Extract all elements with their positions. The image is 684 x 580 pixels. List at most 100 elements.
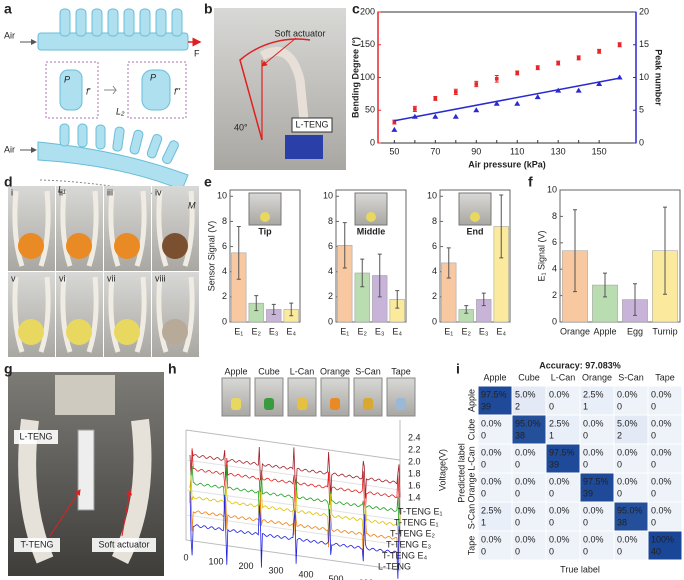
cell-count: 0	[515, 488, 520, 498]
annotation: L-TENG	[295, 119, 328, 129]
cell-count: 0	[549, 517, 554, 527]
cell-count: 0	[549, 401, 554, 411]
error-bar	[254, 295, 259, 312]
trace-label: L-TENG	[378, 561, 411, 571]
y2-tick-label: 15	[639, 39, 649, 49]
photo-label: ii	[59, 187, 63, 197]
object	[114, 319, 140, 345]
panel-label: g	[4, 361, 13, 377]
cell-percent: 0.0%	[617, 534, 638, 544]
cell-count: 38	[515, 430, 525, 440]
trace-label: T-TENG E₃	[386, 539, 432, 549]
column-label: Orange	[582, 372, 612, 382]
cell-count: 0	[617, 546, 622, 556]
column-label: L-Can	[551, 372, 576, 382]
inset-object	[260, 212, 270, 222]
matrix-cell	[613, 472, 649, 503]
cell-count: 0	[515, 459, 520, 469]
x-tick-label: E₂	[462, 326, 472, 336]
annotation: L-TENG	[19, 431, 52, 441]
gripper	[12, 190, 51, 267]
error-bar	[603, 272, 607, 298]
object-label: Apple	[224, 366, 247, 376]
y-tick-label: 0	[552, 316, 557, 326]
cell-count: 0	[583, 459, 588, 469]
cell-percent: 95.0%	[617, 505, 643, 515]
object	[18, 319, 44, 345]
x-tick-label: E₄	[392, 326, 402, 336]
x-tick-label: 100	[208, 557, 223, 567]
row-label: Apple	[466, 389, 476, 412]
gripper	[156, 276, 195, 353]
label-box	[291, 117, 333, 133]
z-tick-label: 1.8	[408, 468, 421, 478]
cell-count: 0	[481, 546, 486, 556]
y-tick-label: 10	[547, 184, 557, 194]
matrix-cell	[511, 530, 547, 561]
cell-percent: 0.0%	[617, 447, 638, 457]
cell-percent: 0.0%	[481, 447, 502, 457]
x-tick-label: Orange	[560, 326, 590, 336]
error-bar	[289, 302, 294, 317]
matrix-cell	[545, 414, 581, 445]
y-tick-label: 50	[365, 105, 375, 115]
inset-object	[366, 212, 376, 222]
gripper	[60, 190, 99, 267]
diagram-label: P	[150, 72, 156, 82]
y-tick-label: 4	[552, 264, 557, 274]
y-tick-label: 10	[217, 191, 227, 201]
point	[617, 42, 622, 47]
plot-frame	[559, 189, 681, 323]
column-label: Tape	[655, 372, 675, 382]
point	[391, 126, 398, 132]
x-tick-label: E₄	[286, 326, 296, 336]
y-tick-label: 2	[432, 291, 437, 301]
y-tick-label: 0	[370, 137, 375, 147]
arrow	[121, 489, 133, 537]
matrix-cell	[647, 472, 683, 503]
y2-tick-label: 20	[639, 6, 649, 16]
x-tick-label: E₃	[269, 326, 279, 336]
x-tick-label: Apple	[593, 326, 616, 336]
label-box	[14, 430, 58, 444]
trace-label: T-TENG E₂	[390, 528, 436, 538]
y-tick-label: 6	[432, 241, 437, 251]
panel-label: i	[456, 361, 460, 377]
z-axis-label: Voltage(V)	[437, 449, 447, 491]
plot-frame	[229, 189, 301, 323]
point	[596, 81, 603, 87]
y-tick-label: 0	[328, 316, 333, 326]
trace	[189, 491, 401, 579]
column-label: Apple	[483, 372, 506, 382]
matrix-cell	[613, 530, 649, 561]
x-tick-label: E₄	[496, 326, 506, 336]
x-tick-label: 300	[268, 565, 283, 575]
cell-percent: 0.0%	[515, 534, 536, 544]
object	[231, 398, 241, 410]
cell-percent: 0.0%	[617, 389, 638, 399]
cell-count: 1	[481, 517, 486, 527]
photos-d	[8, 186, 199, 357]
cell-percent: 95.0%	[515, 418, 541, 428]
annotation: T-TENG	[21, 539, 54, 549]
cell-percent: 0.0%	[583, 505, 604, 515]
point	[514, 100, 521, 106]
cell-count: 0	[651, 459, 656, 469]
cell-percent: 0.0%	[651, 476, 672, 486]
object	[66, 319, 92, 345]
error-bar	[499, 194, 504, 259]
error-bar	[446, 247, 451, 279]
x-tick-label: 600	[358, 578, 373, 580]
error-bar	[633, 283, 637, 316]
cell-percent: 0.0%	[583, 447, 604, 457]
y-tick-label: 8	[222, 216, 227, 226]
y-tick-label: 10	[427, 191, 437, 201]
object-label: L-Can	[290, 366, 315, 376]
x-tick-label: 500	[328, 574, 343, 580]
x-tick-label: E₁	[444, 326, 453, 336]
cell-percent: 2.5%	[481, 505, 502, 515]
cell-count: 0	[481, 430, 486, 440]
point	[474, 82, 479, 86]
object	[264, 398, 274, 410]
annotation: Soft actuator	[274, 28, 325, 38]
